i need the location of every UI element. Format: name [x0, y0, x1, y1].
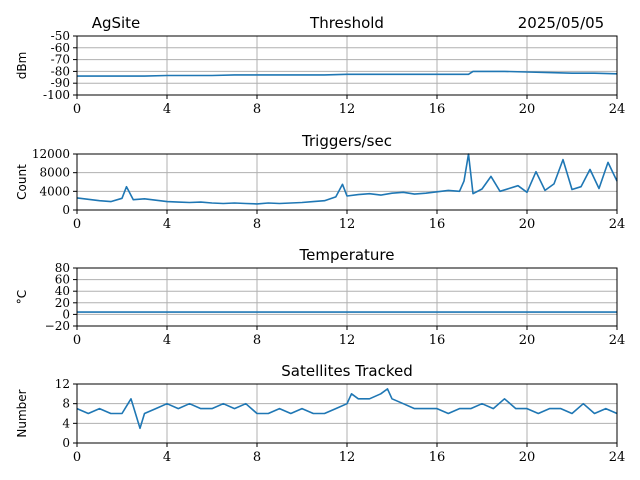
y-tick-label: −20	[45, 319, 70, 333]
series-line	[76, 153, 618, 205]
y-axis-label: Number	[15, 389, 29, 437]
x-tick-label: 20	[519, 333, 536, 348]
x-tick-label: 4	[163, 450, 171, 465]
y-tick-label: -80	[51, 64, 70, 78]
y-tick-label: -70	[51, 53, 70, 67]
panel-triggers: 0 4 8 12 16 20 24 12000 8000 4000 0 Triggers/sec Cou…	[15, 132, 625, 232]
chart-title: Satellites Tracked	[281, 362, 412, 380]
x-tick-label: 16	[429, 102, 446, 117]
x-tick-label: 24	[609, 102, 626, 117]
y-tick-label: 12000	[32, 147, 70, 161]
y-axis-label: °C	[15, 290, 29, 304]
chart-title: Triggers/sec	[301, 132, 392, 150]
date-label: 2025/05/05	[518, 14, 604, 32]
x-tick-label: 16	[429, 450, 446, 465]
y-tick-label: -100	[43, 88, 70, 102]
site-label: AgSite	[92, 14, 141, 32]
y-axis-label: dBm	[15, 52, 29, 80]
y-tick-label: 0	[62, 436, 70, 450]
chart-panels: 0 4 8 12 16 20 24 -50-60-70-80-90-100 Threshold d…	[15, 14, 625, 465]
chart-title: Threshold	[309, 14, 384, 32]
y-tick-label: 80	[55, 261, 70, 275]
y-tick-label: 20	[55, 296, 70, 310]
x-tick-label: 0	[73, 450, 81, 465]
x-tick-label: 20	[519, 450, 536, 465]
x-tick-label: 4	[163, 333, 171, 348]
x-tick-label: 12	[339, 217, 356, 232]
y-tick-label: 4	[62, 416, 70, 430]
x-tick-label: 24	[609, 450, 626, 465]
x-tick-label: 8	[253, 217, 261, 232]
x-tick-label: 8	[253, 102, 261, 117]
y-tick-label: 4000	[39, 184, 70, 198]
x-tick-label: 12	[339, 333, 356, 348]
x-tick-label: 12	[339, 102, 356, 117]
series-line	[77, 70, 618, 77]
x-tick-label: 0	[73, 217, 81, 232]
y-tick-label: 40	[55, 284, 70, 298]
y-tick-label: 8000	[39, 166, 70, 180]
x-tick-label: 12	[339, 450, 356, 465]
x-tick-label: 24	[609, 217, 626, 232]
x-tick-label: 20	[519, 102, 536, 117]
x-tick-label: 4	[163, 217, 171, 232]
y-axis-label: Count	[15, 164, 29, 200]
y-tick-label: -50	[51, 29, 70, 43]
y-tick-label: 60	[55, 273, 70, 287]
x-tick-label: 8	[253, 333, 261, 348]
y-tick-label: 12	[55, 377, 70, 391]
x-tick-label: 8	[253, 450, 261, 465]
y-tick-label: -60	[51, 41, 70, 55]
x-tick-label: 16	[429, 217, 446, 232]
series-line	[76, 388, 618, 430]
y-tick-label: 8	[62, 397, 70, 411]
x-tick-label: 4	[163, 102, 171, 117]
x-tick-label: 0	[73, 333, 81, 348]
x-tick-label: 16	[429, 333, 446, 348]
chart-title: Temperature	[298, 246, 394, 264]
x-tick-label: 24	[609, 333, 626, 348]
y-tick-label: 0	[62, 203, 70, 217]
y-tick-label: 0	[62, 307, 70, 321]
x-tick-label: 0	[73, 102, 81, 117]
y-tick-label: -90	[51, 76, 70, 90]
x-tick-label: 20	[519, 217, 536, 232]
panel-satellites: 0 4 8 12 16 20 24 12 8 4 0 Satellites Tracked Number	[15, 362, 625, 465]
panel-threshold: 0 4 8 12 16 20 24 -50-60-70-80-90-100 Threshold d…	[15, 14, 625, 117]
